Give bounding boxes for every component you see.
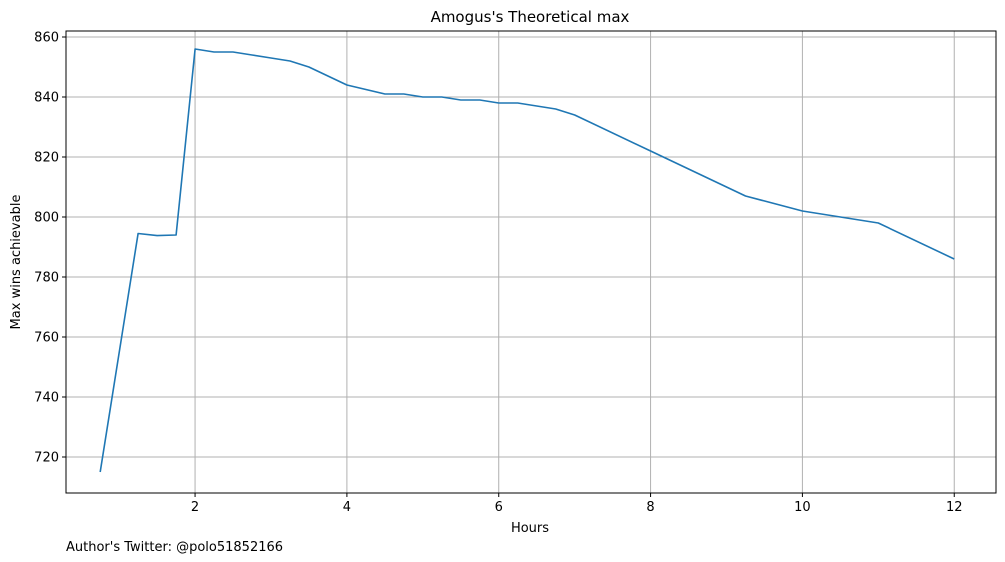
y-axis-label: Max wins achievable: [9, 195, 24, 330]
y-tick-label: 840: [34, 91, 59, 106]
series-line: [99, 48, 955, 473]
y-tick-label: 720: [34, 451, 59, 466]
y-tick-label: 780: [34, 271, 59, 286]
x-tick-label: 4: [343, 500, 351, 515]
x-tick-label: 8: [646, 500, 654, 515]
y-tick-label: 760: [34, 331, 59, 346]
y-axis-ticks: 720 740 760 780 800 820 840 860: [34, 31, 66, 466]
footer-note: Author's Twitter: @polo51852166: [66, 540, 283, 555]
x-tick-label: 6: [495, 500, 503, 515]
y-tick-label: 740: [34, 391, 59, 406]
y-tick-label: 860: [34, 31, 59, 46]
x-tick-label: 12: [946, 500, 963, 515]
y-tick-label: 820: [34, 151, 59, 166]
grid-lines: [66, 31, 996, 493]
plot-frame: [65, 30, 997, 494]
series-layer: [99, 48, 955, 473]
x-tick-label: 2: [191, 500, 199, 515]
y-tick-label: 800: [34, 211, 59, 226]
x-axis-ticks: 2 4 6 8 10 12: [191, 493, 963, 515]
x-tick-label: 10: [794, 500, 811, 515]
chart-title: Amogus's Theoretical max: [431, 8, 630, 26]
x-axis-label: Hours: [511, 521, 549, 536]
